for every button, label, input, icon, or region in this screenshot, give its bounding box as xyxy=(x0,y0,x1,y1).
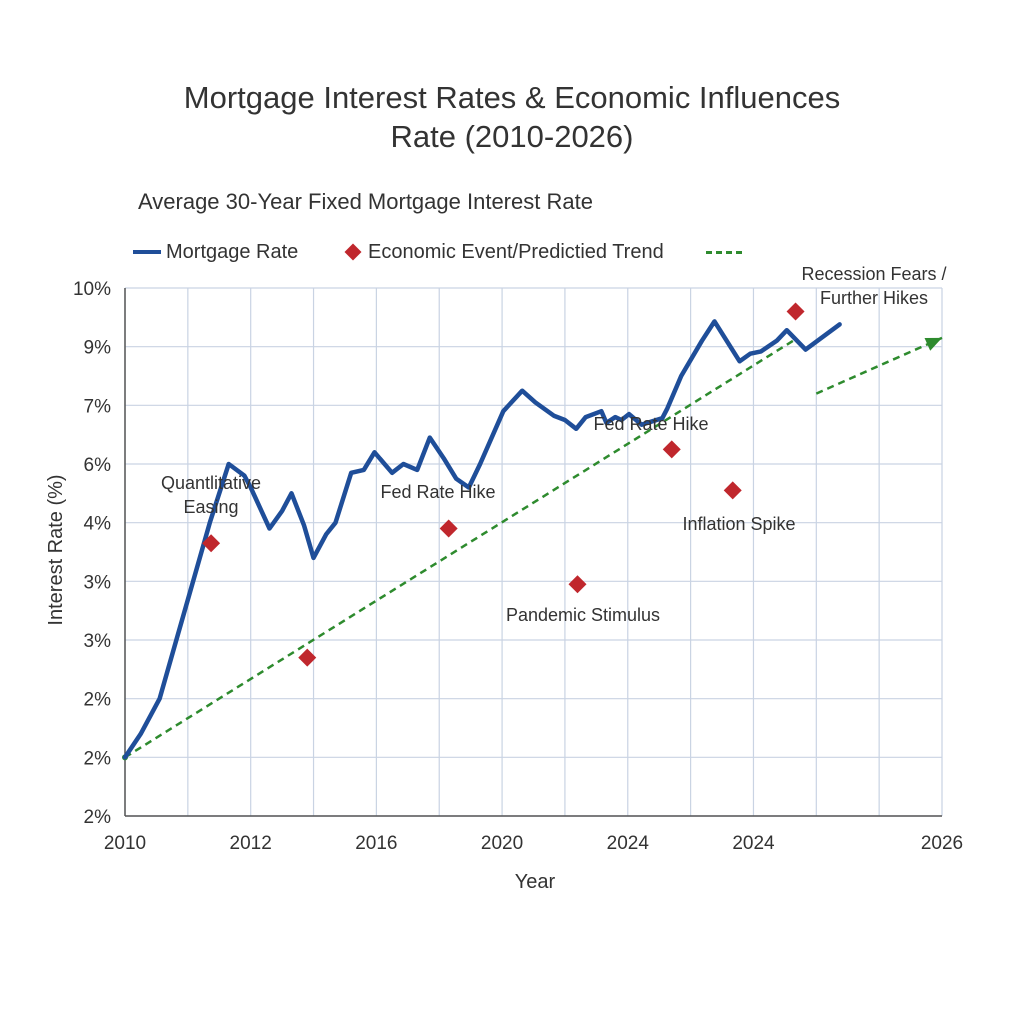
event-annotation: Easing xyxy=(183,497,238,517)
event-annotation: Further Hikes xyxy=(820,288,928,308)
axes xyxy=(124,288,942,817)
legend-line-swatch xyxy=(133,250,161,254)
event-annotation: Recession Fears / xyxy=(801,264,946,284)
series xyxy=(122,319,842,760)
chart-title-line-2: Rate (2010-2026) xyxy=(390,119,634,154)
y-axis-title: Interest Rate (%) xyxy=(45,474,67,625)
event-annotation: Pandemic Stimulus xyxy=(506,605,660,625)
chart-title: Mortgage Interest Rates & Economic Influ… xyxy=(183,80,841,115)
trend-line xyxy=(124,339,794,759)
y-ticks: 2% 2% 2% 3% 3% 4% 6% 7% 9% 10% xyxy=(73,279,111,828)
event-marker xyxy=(298,648,317,667)
y-tick-label: 7% xyxy=(84,396,112,417)
y-tick-label: 9% xyxy=(84,338,112,359)
x-tick-label: 2016 xyxy=(355,833,397,854)
grid xyxy=(124,287,943,817)
event-annotation: Fed Rate Hike xyxy=(380,482,495,502)
series-line-mortgage-rate xyxy=(122,319,842,760)
legend-trend-swatch xyxy=(706,251,742,254)
x-axis-title: Year xyxy=(515,871,556,893)
event-markers xyxy=(202,302,805,667)
y-tick-label: 2% xyxy=(84,748,112,769)
event-marker xyxy=(786,302,805,321)
event-annotation: Fed Rate Hike xyxy=(593,414,708,434)
x-tick-label: 2020 xyxy=(481,833,523,854)
legend: Mortgage Rate Economic Event/Predictied … xyxy=(133,238,753,266)
event-annotation: Quantlitative xyxy=(161,473,261,493)
annotations: Quantlitative Easing Fed Rate Hike Pandemic… xyxy=(161,264,947,625)
legend-label-mortgage-rate: Mortgage Rate xyxy=(166,241,299,263)
y-tick-label: 4% xyxy=(84,514,112,535)
x-tick-label: 2012 xyxy=(230,833,272,854)
legend-label-events: Economic Event/Predictied Trend xyxy=(368,241,664,263)
x-ticks: 2010 2012 2016 2020 2024 2024 2026 xyxy=(104,833,963,854)
x-tick-label: 2024 xyxy=(732,833,775,854)
trend-arrowhead xyxy=(924,337,942,351)
x-tick-label: 2026 xyxy=(921,833,963,854)
event-marker xyxy=(568,575,587,594)
y-tick-label: 2% xyxy=(84,690,112,711)
y-tick-label: 6% xyxy=(84,455,112,476)
y-tick-label: 2% xyxy=(84,807,112,828)
event-annotation: Inflation Spike xyxy=(682,514,795,534)
x-tick-label: 2024 xyxy=(607,833,650,854)
y-tick-label: 3% xyxy=(84,631,112,652)
x-tick-label: 2010 xyxy=(104,833,146,854)
y-tick-label: 10% xyxy=(73,279,111,300)
chart-subtitle: Average 30-Year Fixed Mortgage Interest … xyxy=(138,189,593,214)
event-marker xyxy=(202,534,221,553)
trend-line xyxy=(815,336,943,395)
event-marker xyxy=(662,440,681,459)
y-tick-label: 3% xyxy=(84,572,112,593)
event-marker xyxy=(723,481,742,500)
event-marker xyxy=(439,519,458,538)
